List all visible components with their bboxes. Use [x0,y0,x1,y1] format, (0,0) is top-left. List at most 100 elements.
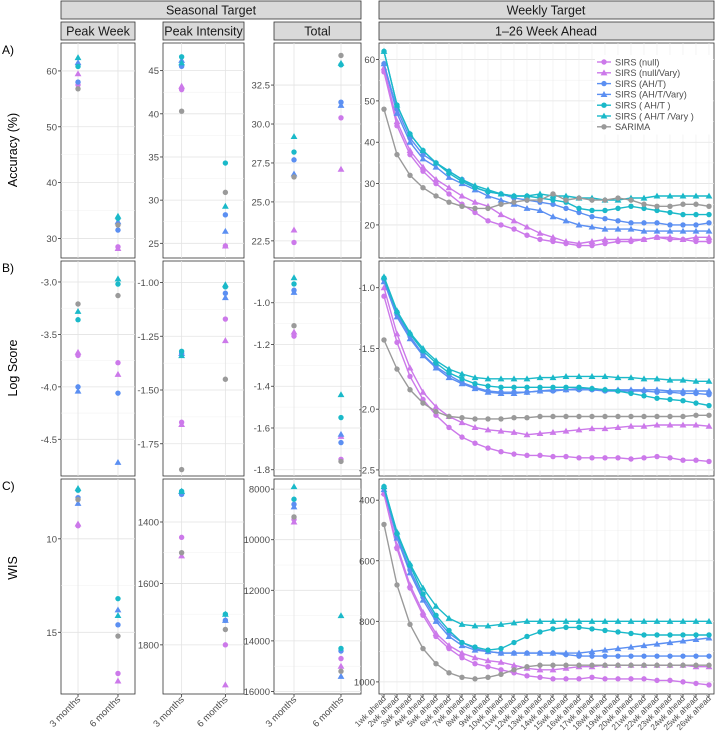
data-point [576,205,582,212]
data-point [641,220,647,226]
y-tick-label: -1.0 [254,298,270,309]
data-point [654,632,660,638]
data-point [446,670,452,676]
data-point [511,226,517,232]
data-point [114,245,122,252]
data-point [433,193,439,199]
chart-panels: 30 40 50 60 25 30 35 40 45 22.5 25.0 27.5 30.0 32.5 20… [41,42,715,732]
data-point [614,225,622,232]
data-point [562,649,570,656]
data-point [654,203,660,210]
y-tick-label: 40 [46,178,57,189]
data-point [511,199,517,205]
y-tick-label: -4.5 [41,435,57,446]
data-point [115,222,121,228]
data-point [641,632,647,638]
data-point [115,292,121,299]
legend-label: SIRS ( AH/T ) [615,101,670,111]
data-point [380,284,388,291]
data-point [406,569,414,576]
row-a-letter: A) [2,43,14,57]
y-tick-label: 27.5 [252,158,271,169]
x-tick-label: 6 months [88,694,124,730]
data-point [680,397,686,404]
data-point [472,644,478,650]
y-tick-label: 12000 [244,586,270,597]
data-point [575,221,583,228]
data-point [114,275,122,282]
data-point [523,617,531,624]
y-tick-label: 20 [364,220,375,231]
data-point [75,496,81,503]
data-point [680,201,686,207]
data-point [693,632,699,638]
data-point [484,375,492,382]
data-point [666,192,674,199]
data-point [511,414,517,421]
data-point [498,201,504,207]
panel-frame [162,42,245,259]
data-point [74,520,82,527]
data-point [498,416,504,422]
data-point [653,192,661,199]
data-point [549,428,557,435]
data-point [524,197,530,203]
legend-background [595,55,713,135]
data-point [498,645,504,652]
data-point [628,413,634,420]
data-point [680,632,686,638]
data-point [641,205,647,212]
data-point [178,352,186,359]
data-point [523,204,531,211]
data-point [221,681,229,688]
data-point [679,387,687,394]
panel-3-2: 1400 1600 1800 3 months 6 months [138,478,245,730]
data-point [679,617,687,624]
data-point [536,387,544,394]
data-point [407,387,413,393]
y-tick-label: -1.00 [137,278,159,289]
data-point [337,662,345,669]
data-point [458,192,466,199]
data-point [446,191,452,197]
data-point [419,345,427,352]
y-tick-label: -3.0 [41,277,57,288]
data-point [628,676,634,682]
data-point [290,483,298,490]
panel-2-2: -1.75 -1.50 -1.25 -1.00 [137,260,245,477]
data-point [667,209,673,216]
data-point [338,458,344,465]
data-point [654,677,660,684]
panel-1-2: 25 30 35 40 45 [148,42,245,259]
data-point [420,185,426,191]
y-tick-label: 10000 [244,535,270,546]
data-point [680,653,686,659]
data-point [498,384,504,391]
data-point [549,666,557,673]
data-point [497,620,505,627]
data-point [562,238,570,245]
data-point [589,385,595,392]
data-point [291,149,297,155]
data-point [550,197,556,203]
data-point [510,192,518,199]
data-point [74,387,82,394]
data-point [706,653,712,659]
data-point [458,620,466,627]
data-point [627,386,635,393]
data-point [537,674,543,681]
panel-2-1: -4.5 -4.0 -3.5 -3.0 [41,260,136,477]
data-point [692,617,700,624]
data-point [221,227,229,234]
data-point [75,384,81,390]
y-tick-label: 60 [364,55,375,66]
legend-label: SIRS (AH/T) [615,79,666,89]
data-point [680,413,686,420]
data-point [602,676,608,682]
data-point [653,386,661,393]
data-point [446,424,452,431]
data-point [524,633,530,640]
data-point [471,424,479,430]
data-point [563,676,569,682]
